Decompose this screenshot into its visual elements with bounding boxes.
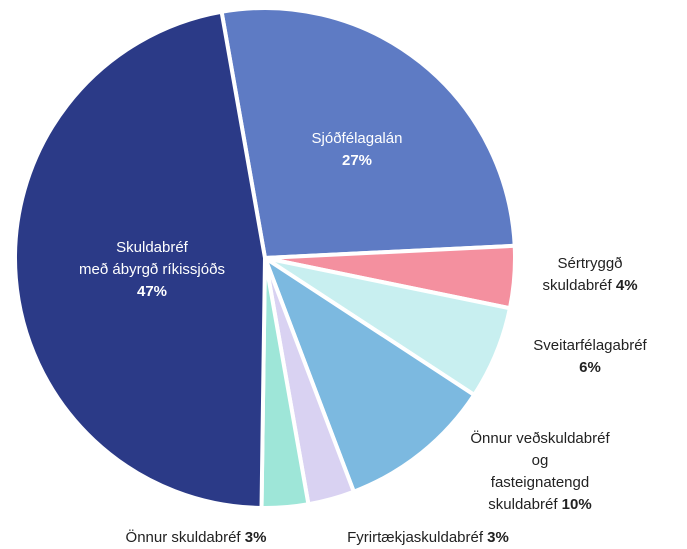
slice-label: Skuldabréf með ábyrgð ríkissjóðs 47% bbox=[79, 237, 225, 303]
value-label: 47% bbox=[136, 283, 168, 300]
slice-label: Fyrirtækjaskuldabréf 3% bbox=[347, 527, 509, 549]
pie-slice bbox=[219, 6, 517, 260]
value-label: 10% bbox=[561, 496, 592, 513]
slice-label: Sjóðfélagalán 27% bbox=[312, 128, 403, 172]
category-name: Skuldabréf með ábyrgð ríkissjóðs bbox=[79, 239, 225, 278]
category-name: Sjóðfélagalán bbox=[311, 130, 403, 147]
pie-slice bbox=[12, 9, 267, 510]
slice-label: Sértryggð skuldabréf 4% bbox=[542, 253, 637, 297]
pie-slice bbox=[263, 256, 477, 494]
slice-label: Önnur veðskuldabréf og fasteignatengd sk… bbox=[467, 428, 614, 516]
slice-label: Önnur skuldabréf 3% bbox=[126, 527, 267, 549]
value-label: 4% bbox=[615, 277, 638, 294]
value-label: 27% bbox=[341, 152, 373, 169]
category-name: Önnur skuldabréf bbox=[125, 529, 241, 546]
category-name: Sértryggð skuldabréf bbox=[542, 255, 623, 294]
value-label: 3% bbox=[487, 529, 509, 546]
value-label: 3% bbox=[244, 529, 267, 546]
slice-label: Sveitarfélagabréf 6% bbox=[533, 335, 646, 379]
category-name: Önnur veðskuldabréf og fasteignatengd sk… bbox=[470, 430, 610, 513]
category-name: Fyrirtækjaskuldabréf bbox=[347, 529, 484, 546]
value-label: 6% bbox=[579, 359, 601, 376]
category-name: Sveitarfélagabréf bbox=[533, 337, 647, 354]
